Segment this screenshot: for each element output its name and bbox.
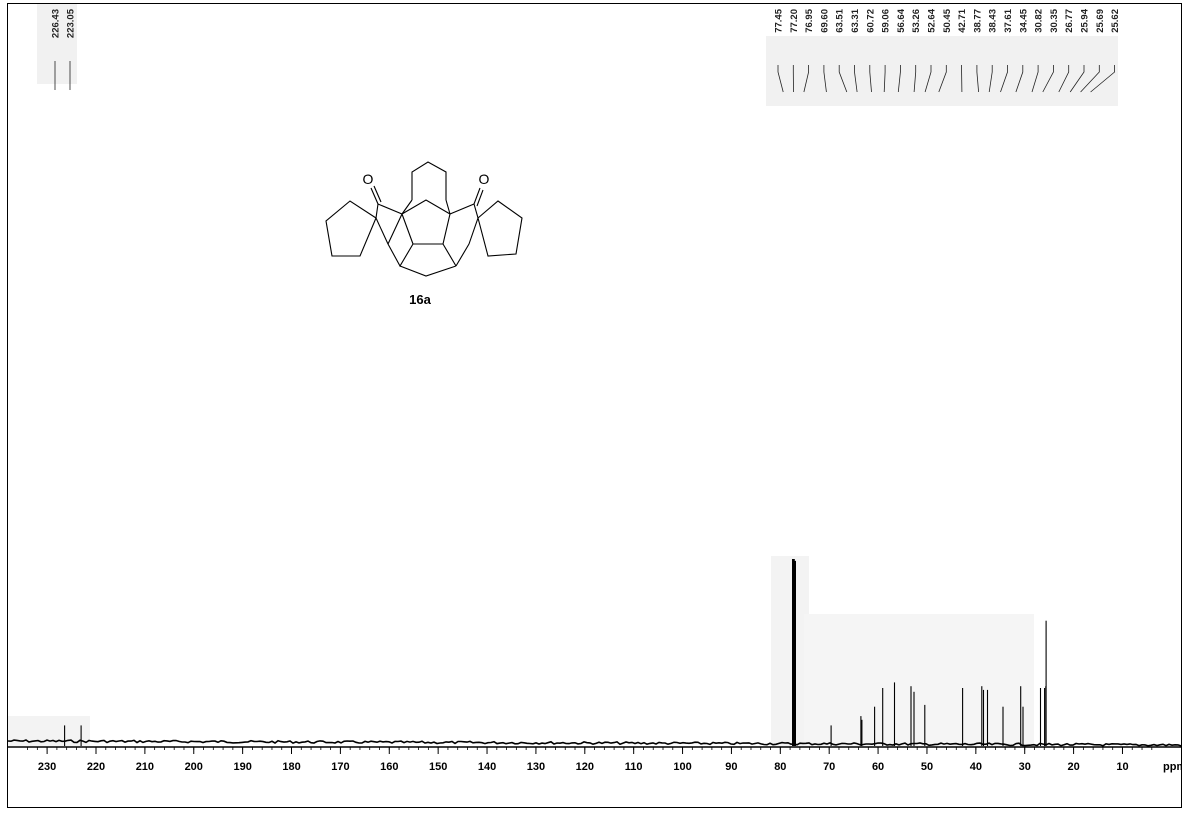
central-cage-bonds xyxy=(376,162,478,276)
carbonyl-o-right: O xyxy=(479,171,490,187)
spectrum-frame: 226.43 223.05 77.45 77.20 76.95 69.60 63.51 63… xyxy=(7,3,1182,808)
peak-label-53-26: 53.26 xyxy=(911,9,922,33)
peak-label-25-62: 25.62 xyxy=(1110,9,1121,33)
tick-label-180: 180 xyxy=(282,761,300,773)
tick-label-170: 170 xyxy=(331,761,349,773)
peak-label-37-61: 37.61 xyxy=(1003,8,1014,32)
peak-label-76-95: 76.95 xyxy=(804,8,815,32)
peak-label-77-20: 77.20 xyxy=(789,9,800,33)
peak-label-63-51: 63.51 xyxy=(835,8,846,32)
tick-label-100: 100 xyxy=(673,761,691,773)
x-axis-tick-labels: 230 220 210 200 190 180 170 160 150 140 130 120 110 1… xyxy=(38,761,1129,773)
tick-label-90: 90 xyxy=(725,761,737,773)
tick-label-10: 10 xyxy=(1116,761,1128,773)
tick-label-110: 110 xyxy=(625,761,643,773)
peak-label-60-72: 60.72 xyxy=(865,9,876,33)
chemical-structure xyxy=(326,162,522,276)
tick-label-220: 220 xyxy=(87,761,105,773)
x-axis-major-ticks xyxy=(47,747,1122,754)
tick-label-190: 190 xyxy=(233,761,251,773)
peak-label-50-45: 50.45 xyxy=(942,8,953,32)
peak-label-223-05: 223.05 xyxy=(66,8,77,38)
tick-label-130: 130 xyxy=(527,761,545,773)
tick-label-210: 210 xyxy=(136,761,154,773)
peak-label-38-43: 38.43 xyxy=(988,9,999,33)
tick-label-40: 40 xyxy=(970,761,982,773)
tick-label-200: 200 xyxy=(185,761,203,773)
peak-label-56-64: 56.64 xyxy=(896,8,907,32)
peak-label-77-45: 77.45 xyxy=(774,8,785,32)
tick-label-140: 140 xyxy=(478,761,496,773)
tick-label-20: 20 xyxy=(1067,761,1079,773)
tick-label-50: 50 xyxy=(921,761,933,773)
compound-label: 16a xyxy=(409,292,431,307)
x-axis-unit: ppm xyxy=(1163,761,1182,773)
peak-label-34-45: 34.45 xyxy=(1018,8,1029,32)
left-carbonyl-bond xyxy=(371,188,378,204)
peak-label-38-77: 38.77 xyxy=(972,9,983,33)
left-cyclopentane-ring xyxy=(326,201,376,256)
peak-label-30-35: 30.35 xyxy=(1049,8,1060,32)
carbonyl-o-left: O xyxy=(363,171,374,187)
tick-label-80: 80 xyxy=(774,761,786,773)
peak-label-69-60: 69.60 xyxy=(819,9,830,33)
peak-label-26-77: 26.77 xyxy=(1064,9,1075,33)
peak-label-30-82: 30.82 xyxy=(1034,9,1045,33)
right-cyclopentane-ring xyxy=(478,201,522,256)
tick-label-230: 230 xyxy=(38,761,56,773)
tick-label-70: 70 xyxy=(823,761,835,773)
peak-label-59-06: 59.06 xyxy=(881,9,892,33)
scan-shade-right-labels xyxy=(766,36,1118,106)
tick-label-160: 160 xyxy=(380,761,398,773)
peak-label-42-71: 42.71 xyxy=(957,8,968,32)
tick-label-120: 120 xyxy=(576,761,594,773)
tick-label-60: 60 xyxy=(872,761,884,773)
peak-label-63-31: 63.31 xyxy=(850,8,861,32)
scan-shade-peaks xyxy=(804,614,1034,746)
left-carbonyl-bond-double xyxy=(374,186,381,202)
peak-label-25-69: 25.69 xyxy=(1095,9,1106,33)
peak-label-25-94: 25.94 xyxy=(1080,8,1091,32)
tick-label-30: 30 xyxy=(1019,761,1031,773)
scan-shade-solvent xyxy=(771,556,809,746)
peak-label-52-64: 52.64 xyxy=(927,8,938,32)
tick-label-150: 150 xyxy=(429,761,447,773)
peak-label-226-43: 226.43 xyxy=(51,9,62,38)
nmr-spectrum-chart: 226.43 223.05 77.45 77.20 76.95 69.60 63.51 63… xyxy=(8,4,1182,809)
